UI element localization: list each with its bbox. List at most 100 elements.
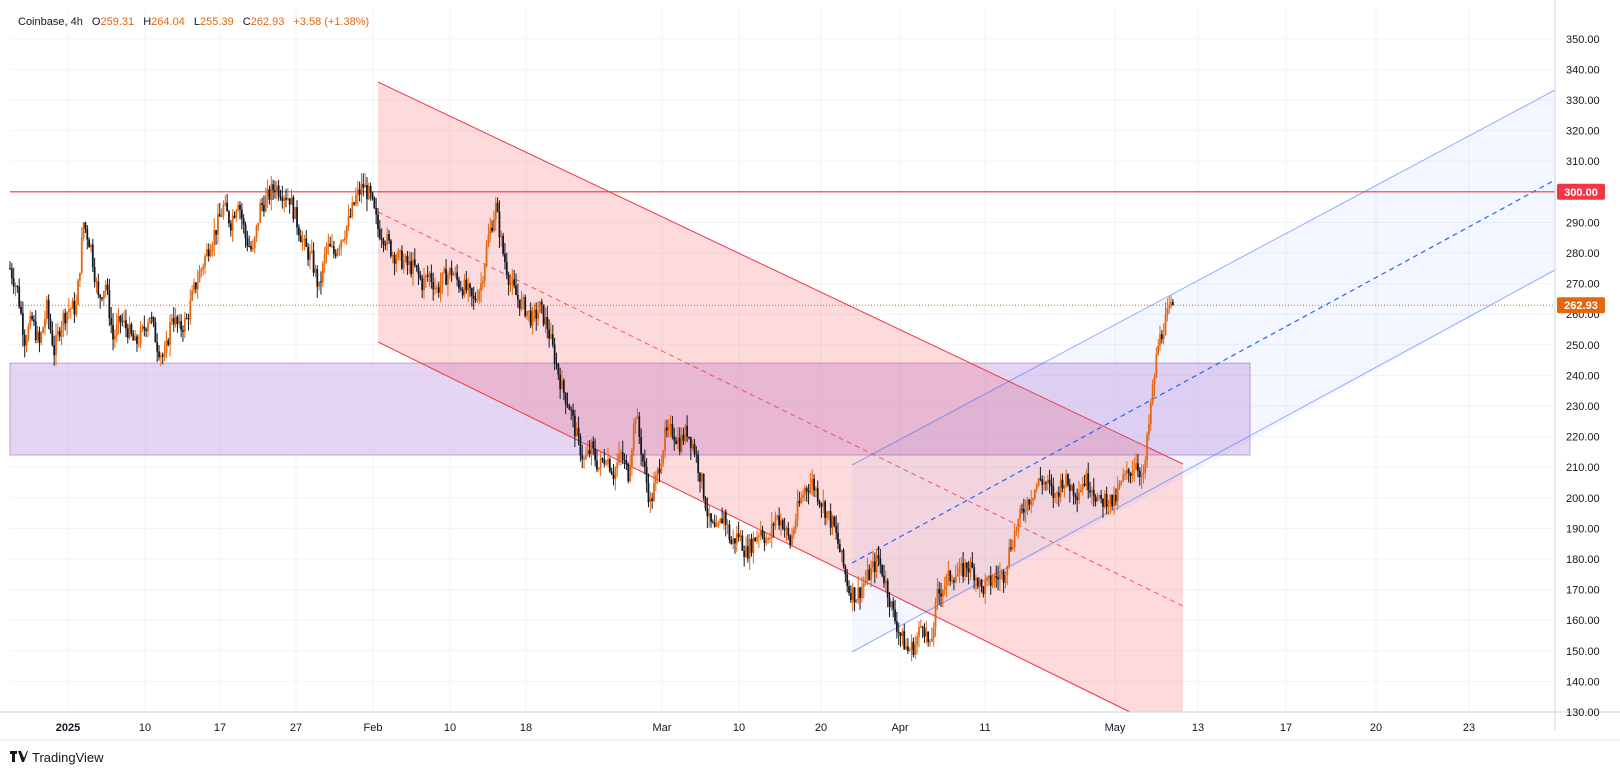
candle-body — [708, 513, 711, 517]
candle-body — [953, 580, 955, 583]
candle-body — [55, 334, 57, 356]
candle-body — [745, 546, 747, 557]
candle-body — [715, 525, 718, 527]
candle-body — [314, 268, 317, 273]
candle-body — [194, 282, 197, 290]
candle-body — [360, 184, 363, 195]
candle-body — [21, 313, 24, 335]
candle-body — [826, 511, 828, 519]
candle-body — [274, 190, 276, 192]
candle-body — [689, 437, 692, 449]
candle-body — [575, 427, 578, 437]
candle-body — [159, 355, 162, 358]
high-label: H — [143, 16, 152, 28]
candle-body — [139, 328, 142, 344]
candle-body — [406, 255, 409, 266]
candle-body — [780, 520, 782, 526]
candle-body — [401, 250, 403, 269]
candle-body — [529, 310, 532, 326]
candle-body — [551, 334, 554, 345]
candle-body — [44, 318, 46, 328]
candle-body — [1046, 479, 1049, 484]
candle-body — [616, 462, 619, 469]
candle-body — [629, 466, 631, 482]
tradingview-brand[interactable]: TradingView — [10, 750, 104, 765]
candle-body — [888, 597, 891, 608]
x-tick-label: 20 — [1370, 722, 1382, 734]
candle-body — [907, 646, 909, 651]
candle-body — [71, 300, 74, 309]
candle-body — [562, 380, 565, 393]
candle-body — [927, 631, 930, 642]
candle-body — [1142, 472, 1145, 474]
candle-body — [399, 250, 401, 252]
candle-body — [23, 334, 26, 346]
candle-body — [645, 466, 648, 483]
candle-body — [134, 336, 137, 341]
candle-body — [905, 646, 907, 650]
candle-body — [873, 561, 876, 573]
candle-body — [382, 239, 385, 245]
candle-body — [862, 583, 865, 587]
candle-body — [51, 330, 54, 346]
candle-body — [1144, 460, 1147, 473]
candle-body — [781, 520, 784, 529]
candle-body — [375, 207, 378, 215]
candle-body — [504, 253, 506, 263]
candle-body — [767, 538, 769, 540]
candle-body — [956, 573, 959, 577]
candle-body — [614, 468, 617, 480]
candle-body — [822, 501, 825, 507]
candle-body — [222, 204, 225, 216]
candle-body — [702, 473, 705, 499]
candle-body — [443, 268, 446, 273]
candle-body — [1135, 463, 1137, 470]
candle-body — [136, 336, 138, 344]
candle-body — [677, 437, 679, 444]
candle-body — [691, 443, 694, 449]
candle-body — [544, 316, 547, 325]
candle-body — [1092, 489, 1095, 497]
candle-body — [673, 436, 676, 441]
candle-body — [257, 222, 260, 226]
candle-body — [27, 326, 30, 340]
interval-label[interactable]: 4h — [70, 16, 83, 28]
candle-body — [312, 250, 315, 273]
symbol-name[interactable]: Coinbase — [18, 16, 65, 28]
candle-body — [660, 463, 663, 474]
candle-body — [178, 321, 181, 325]
candle-body — [309, 251, 311, 260]
candle-body — [193, 282, 195, 291]
candle-body — [198, 271, 201, 282]
candle-body — [640, 436, 643, 455]
y-tick-label: 350.00 — [1566, 34, 1600, 46]
candle-body — [680, 434, 683, 452]
candle-body — [857, 587, 860, 601]
candle-body — [1087, 473, 1090, 491]
candle-body — [290, 197, 293, 205]
candle-body — [1017, 519, 1020, 531]
candle-body — [240, 209, 243, 219]
candle-body — [494, 202, 497, 220]
candle-body — [535, 309, 538, 319]
candle-body — [277, 185, 280, 197]
candle-body — [102, 291, 105, 299]
candle-body — [958, 566, 961, 574]
candle-body — [964, 562, 966, 577]
candle-body — [546, 316, 549, 330]
down-channel-fill — [378, 82, 1183, 712]
candle-body — [991, 582, 994, 586]
candle-body — [16, 286, 19, 288]
candle-body — [531, 311, 534, 326]
candle-body — [890, 601, 893, 608]
candle-body — [141, 326, 144, 329]
candle-body — [945, 576, 948, 586]
candle-body — [526, 310, 528, 316]
candle-body — [1162, 335, 1165, 340]
y-tick-label: 140.00 — [1566, 676, 1600, 688]
candle-body — [1067, 474, 1069, 485]
candle-body — [1000, 571, 1003, 574]
candle-body — [719, 518, 722, 524]
